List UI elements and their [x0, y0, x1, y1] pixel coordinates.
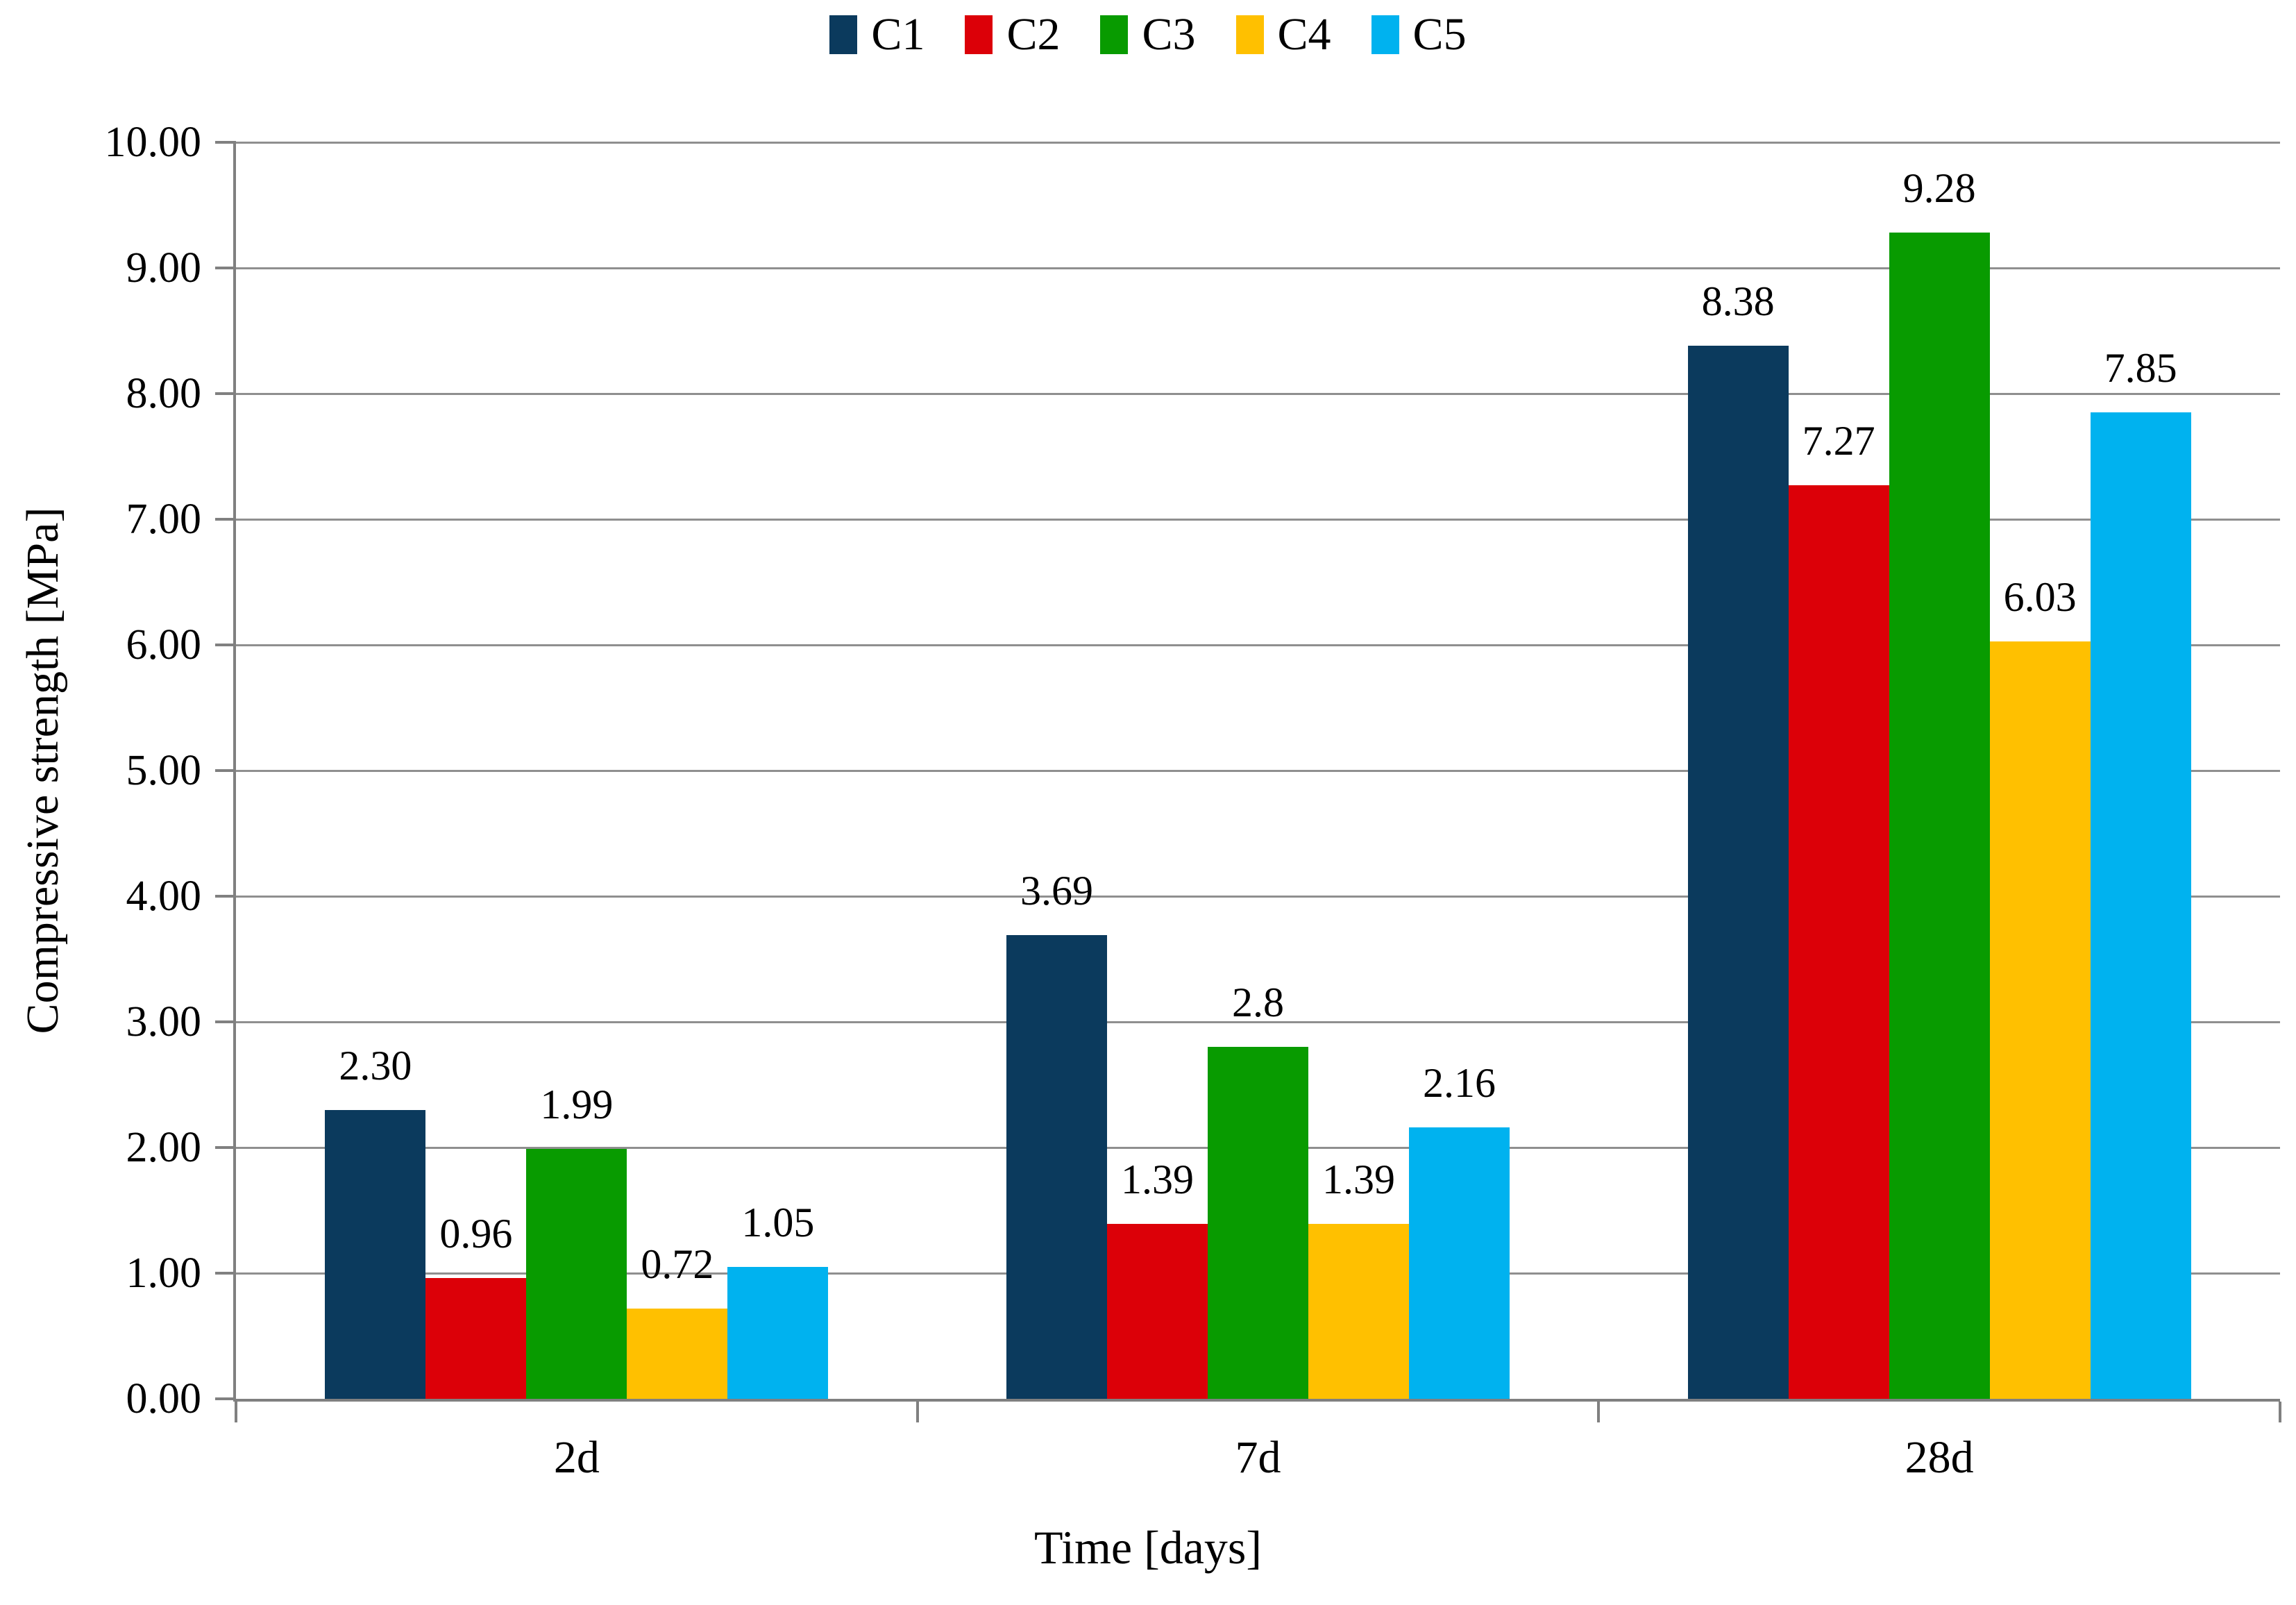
x-category-label-28d: 28d [1905, 1432, 1974, 1483]
data-label-c5-2d: 1.05 [741, 1199, 815, 1245]
legend-marker-c1 [829, 15, 858, 54]
gridline [236, 1020, 2280, 1023]
x-axis-tick [235, 1402, 237, 1422]
y-axis-tick [215, 1020, 236, 1023]
legend-item-c2: C2 [965, 12, 1060, 58]
bar-c4-28d [1989, 641, 2091, 1399]
y-axis-tick-label: 9.00 [126, 244, 202, 292]
data-label-c3-7d: 2.8 [1232, 980, 1284, 1026]
bar-c2-7d [1107, 1224, 1208, 1399]
y-axis-line [233, 142, 236, 1402]
legend-label-c4: C4 [1277, 9, 1331, 60]
y-axis-tick [215, 769, 236, 772]
y-axis-tick [215, 141, 236, 144]
gridline [236, 895, 2280, 898]
data-label-c1-28d: 8.38 [1701, 278, 1775, 325]
gridline [236, 267, 2280, 269]
y-axis-tick-label: 0.00 [126, 1375, 202, 1422]
data-label-c2-2d: 0.96 [439, 1211, 513, 1257]
legend-label-c3: C3 [1142, 9, 1196, 60]
legend-marker-c5 [1371, 15, 1399, 54]
bar-c5-2d [727, 1266, 829, 1399]
data-label-c1-2d: 2.30 [339, 1042, 412, 1089]
chart-legend: C1 C2 C3 C4 C5 [0, 0, 2296, 69]
y-axis-tick [215, 895, 236, 898]
gridline [236, 141, 2280, 144]
x-category-label-2d: 2d [553, 1432, 600, 1483]
bar-c1-2d [325, 1109, 426, 1399]
gridline [236, 392, 2280, 395]
x-axis-tick [915, 1402, 919, 1422]
gridline [236, 644, 2280, 646]
gridline [236, 518, 2280, 521]
y-axis-tick [215, 267, 236, 269]
x-axis-tick [1597, 1402, 1601, 1422]
y-axis-tick-label: 6.00 [126, 621, 202, 669]
bar-c2-28d [1788, 485, 1889, 1399]
bar-c2-2d [425, 1278, 527, 1399]
legend-marker-c4 [1235, 15, 1264, 54]
bar-c5-28d [2090, 412, 2191, 1399]
legend-item-c3: C3 [1100, 9, 1196, 60]
y-axis-tick-label: 5.00 [126, 747, 202, 794]
y-axis-tick [215, 518, 236, 521]
y-axis-tick [215, 1397, 236, 1400]
legend-label-c1: C1 [871, 9, 925, 60]
y-axis-tick [215, 1272, 236, 1275]
y-axis-tick-label: 3.00 [126, 998, 202, 1045]
x-category-label-7d: 7d [1235, 1432, 1281, 1483]
legend-label-c5: C5 [1412, 9, 1467, 60]
y-axis-tick [215, 392, 236, 395]
x-axis-line [233, 1399, 2280, 1402]
y-axis-tick-label: 4.00 [126, 873, 202, 920]
y-axis-tick-label: 2.00 [126, 1124, 202, 1171]
y-axis-tick-label: 1.00 [126, 1250, 202, 1297]
data-label-c2-7d: 1.39 [1121, 1157, 1194, 1203]
bar-c4-7d [1308, 1224, 1409, 1399]
data-label-c1-7d: 3.69 [1020, 868, 1093, 914]
legend-item-c1: C1 [829, 12, 925, 58]
data-label-c4-28d: 6.03 [2003, 573, 2077, 620]
bar-c4-2d [627, 1308, 728, 1399]
gridline [236, 769, 2280, 772]
legend-marker-c2 [965, 15, 993, 54]
bar-c3-2d [526, 1148, 627, 1399]
data-label-c3-28d: 9.28 [1902, 165, 1976, 212]
data-label-c4-7d: 1.39 [1322, 1157, 1395, 1203]
bar-c3-7d [1208, 1047, 1308, 1399]
y-axis-tick [215, 1146, 236, 1149]
bar-c5-7d [1409, 1127, 1510, 1399]
legend-marker-c3 [1100, 15, 1129, 54]
data-label-c3-2d: 1.99 [540, 1081, 614, 1127]
bar-c1-28d [1687, 346, 1789, 1399]
plot-area: 0.00 1.00 2.00 3.00 4.00 5.00 6.00 7.00 8.00 9.00… [105, 121, 2281, 1422]
data-label-c2-28d: 7.27 [1802, 418, 1875, 464]
data-label-c4-2d: 0.72 [641, 1241, 714, 1287]
data-label-c5-28d: 7.85 [2104, 345, 2177, 392]
bar-c3-28d [1889, 233, 1990, 1399]
y-axis-tick-label: 7.00 [126, 496, 202, 543]
legend-label-c2: C2 [1006, 9, 1061, 60]
x-axis-title: Time [days] [1033, 1521, 1263, 1574]
data-label-c5-7d: 2.16 [1423, 1060, 1496, 1107]
y-axis-tick-label: 10.00 [104, 119, 202, 166]
bar-c1-7d [1006, 935, 1107, 1399]
x-axis-tick [2279, 1402, 2281, 1422]
y-axis-tick-label: 8.00 [126, 370, 202, 417]
y-axis-tick [215, 644, 236, 646]
legend-item-c4: C4 [1235, 9, 1331, 60]
legend-item-c5: C5 [1371, 12, 1467, 58]
